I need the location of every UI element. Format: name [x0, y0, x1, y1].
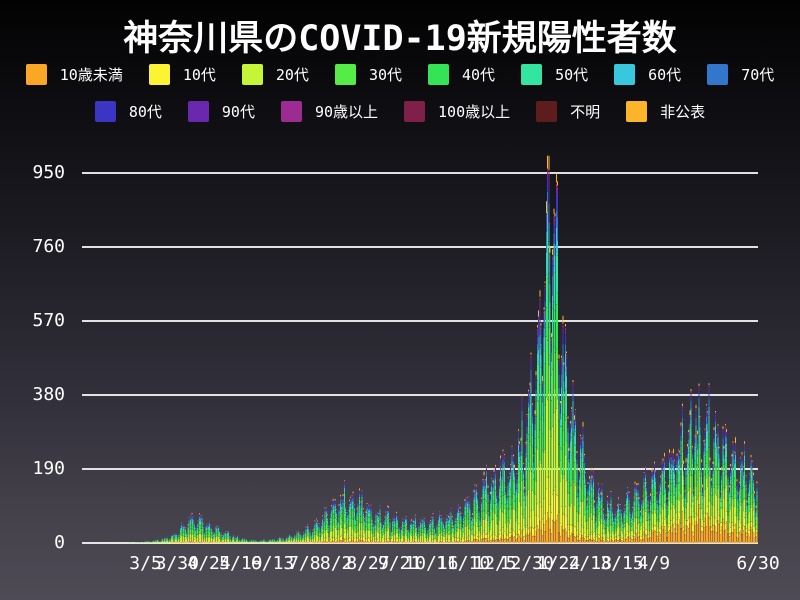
x-tick-label: 7/8 [288, 553, 321, 574]
legend-label: 80代 [128, 103, 162, 121]
legend-swatch [334, 64, 356, 85]
x-tick-label: 11/10 [436, 553, 491, 574]
legend-swatch [614, 64, 636, 85]
legend-swatch [280, 101, 302, 122]
x-tick-label: 8/2 [319, 553, 353, 574]
legend-item: 10代 [148, 64, 216, 85]
legend-swatch [241, 64, 263, 85]
x-tick-label: 3/30 [155, 553, 199, 574]
legend-row: 10歳未満 10代 20代 30代 40代 50代 60代 70代 [0, 64, 800, 85]
legend-item: 50代 [521, 64, 588, 85]
y-tick-label: 570 [32, 310, 65, 331]
y-tick-label: 760 [32, 236, 65, 257]
legend: 10歳未満 10代 20代 30代 40代 50代 60代 70代 80代 90代 90歳以上 100… [0, 64, 800, 138]
legend-swatch [148, 64, 170, 85]
x-tick-label: 4/9 [637, 553, 671, 574]
x-tick-label: 12/30 [499, 553, 554, 574]
x-tick-label: 4/24 [187, 553, 231, 574]
legend-swatch [428, 64, 449, 85]
legend-item: 80代 [94, 101, 162, 122]
legend-item: 10歳未満 [25, 64, 123, 85]
legend-item: 不明 [536, 101, 600, 122]
legend-label: 70代 [741, 66, 775, 84]
x-tick-label: 8/27 [346, 553, 390, 574]
legend-item: 90歳以上 [280, 101, 379, 122]
legend-item: 非公表 [626, 101, 705, 122]
y-tick-label: 190 [32, 458, 65, 479]
legend-label: 10歳未満 [59, 66, 123, 84]
legend-swatch [521, 64, 543, 85]
legend-swatch [707, 64, 729, 85]
x-tick-label: 6/30 [736, 553, 780, 574]
y-tick-label: 0 [54, 532, 65, 553]
bars-canvas [82, 150, 758, 544]
legend-label: 20代 [275, 66, 309, 84]
legend-swatch [626, 101, 648, 122]
y-tick-label: 950 [32, 162, 65, 183]
legend-label: 90歳以上 [314, 103, 379, 121]
x-tick-label: 5/19 [219, 553, 263, 574]
x-tick-label: 10/16 [404, 553, 459, 574]
legend-swatch [94, 101, 116, 122]
y-tick-label: 380 [32, 384, 65, 405]
legend-label: 30代 [368, 66, 402, 84]
legend-item: 60代 [614, 64, 681, 85]
x-tick-label: 12/5 [473, 553, 517, 574]
legend-label: 10代 [182, 66, 216, 84]
x-tick-label: 9/21 [377, 553, 422, 574]
legend-swatch [25, 64, 47, 85]
legend-item: 70代 [707, 64, 774, 85]
x-tick-label: 6/13 [250, 553, 295, 574]
x-tick-label: 1/24 [536, 553, 581, 574]
legend-item: 100歳以上 [404, 101, 510, 122]
x-tick-label: 3/5 [129, 553, 162, 574]
legend-label: 90代 [221, 103, 255, 121]
legend-item: 20代 [241, 64, 309, 85]
legend-item: 90代 [187, 101, 255, 122]
legend-label: 不明 [570, 103, 601, 121]
legend-swatch [404, 101, 426, 122]
chart-title: 神奈川県のCOVID-19新規陽性者数 [123, 19, 677, 59]
legend-label: 60代 [648, 66, 682, 84]
legend-label: 40代 [462, 66, 496, 84]
legend-row: 80代 90代 90歳以上 100歳以上 不明 非公表 [0, 101, 800, 122]
legend-item: 40代 [428, 64, 495, 85]
legend-label: 非公表 [660, 103, 706, 121]
legend-item: 30代 [334, 64, 402, 85]
legend-swatch [536, 101, 558, 122]
x-tick-label: 2/18 [568, 553, 612, 574]
legend-label: 100歳以上 [438, 103, 511, 121]
x-tick-label: 3/15 [600, 553, 644, 574]
legend-swatch [187, 101, 209, 122]
legend-label: 50代 [555, 66, 589, 84]
